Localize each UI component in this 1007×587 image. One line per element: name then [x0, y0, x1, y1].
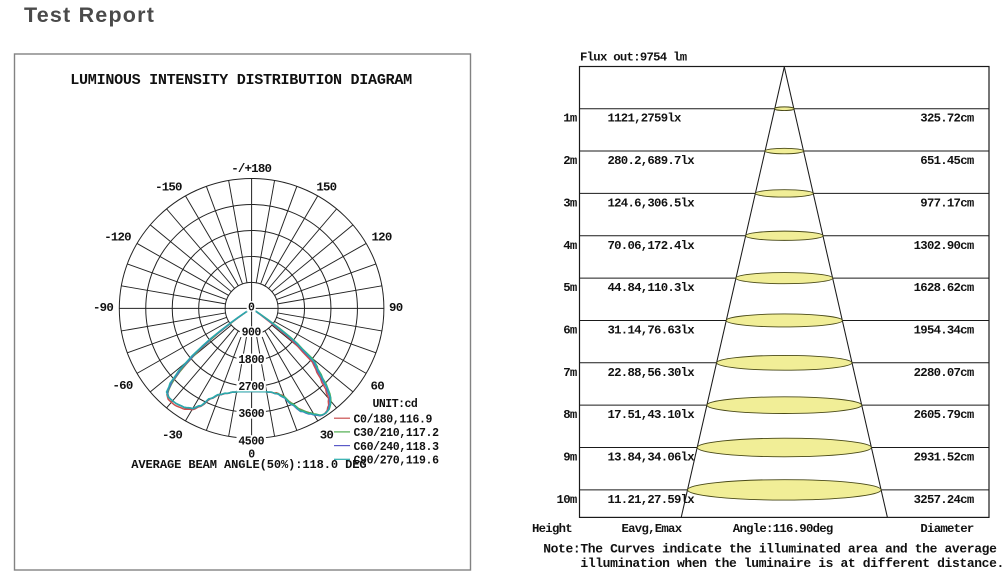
- svg-text:3m: 3m: [563, 196, 577, 210]
- svg-text:C30/210,117.2: C30/210,117.2: [354, 427, 440, 440]
- svg-text:8m: 8m: [563, 408, 577, 422]
- svg-text:C90/270,119.6: C90/270,119.6: [354, 455, 440, 468]
- svg-text:2931.52cm: 2931.52cm: [914, 451, 974, 465]
- svg-text:1800: 1800: [238, 354, 264, 367]
- svg-text:Eavg,Emax: Eavg,Emax: [622, 522, 683, 536]
- svg-text:-60: -60: [113, 379, 133, 393]
- svg-text:7m: 7m: [563, 366, 577, 380]
- svg-text:Diameter: Diameter: [920, 522, 974, 536]
- svg-text:Test Report: Test Report: [24, 3, 155, 27]
- svg-text:1628.62cm: 1628.62cm: [914, 281, 974, 295]
- svg-text:90: 90: [389, 301, 403, 315]
- svg-text:AVERAGE BEAM ANGLE(50%):118.0: AVERAGE BEAM ANGLE(50%):118.0 DEG: [131, 458, 366, 472]
- svg-text:-120: -120: [104, 231, 131, 245]
- svg-text:2700: 2700: [238, 381, 264, 394]
- svg-text:Height: Height: [532, 522, 572, 536]
- svg-text:-150: -150: [155, 181, 182, 195]
- svg-text:60: 60: [371, 379, 385, 393]
- svg-text:-90: -90: [93, 301, 113, 315]
- svg-text:C60/240,118.3: C60/240,118.3: [354, 441, 440, 454]
- svg-text:4500: 4500: [238, 435, 264, 448]
- svg-text:10m: 10m: [557, 493, 577, 507]
- svg-text:3257.24cm: 3257.24cm: [914, 493, 974, 507]
- svg-text:1m: 1m: [563, 112, 577, 126]
- svg-text:LUMINOUS INTENSITY DISTRIBUTIO: LUMINOUS INTENSITY DISTRIBUTION DIAGRAM: [70, 71, 412, 89]
- svg-text:Flux out:9754 lm: Flux out:9754 lm: [580, 51, 687, 65]
- svg-text:120: 120: [372, 231, 392, 245]
- svg-text:1121,2759lx: 1121,2759lx: [608, 112, 682, 126]
- svg-text:2m: 2m: [563, 154, 577, 168]
- svg-text:4m: 4m: [563, 239, 577, 253]
- svg-text:3600: 3600: [238, 408, 264, 421]
- svg-text:900: 900: [242, 327, 262, 340]
- svg-text:2605.79cm: 2605.79cm: [914, 408, 974, 422]
- svg-text:17.51,43.10lx: 17.51,43.10lx: [608, 408, 696, 422]
- svg-text:977.17cm: 977.17cm: [920, 196, 974, 210]
- svg-text:0: 0: [248, 448, 255, 461]
- svg-text:2280.07cm: 2280.07cm: [914, 366, 974, 380]
- svg-text:280.2,689.7lx: 280.2,689.7lx: [608, 154, 696, 168]
- svg-text:6m: 6m: [563, 323, 577, 337]
- svg-text:UNIT:cd: UNIT:cd: [373, 398, 418, 411]
- svg-text:9m: 9m: [563, 451, 577, 465]
- svg-text:11.21,27.59lx: 11.21,27.59lx: [608, 493, 696, 507]
- svg-text:illumination when the luminair: illumination when the luminaire is at di…: [580, 556, 1004, 571]
- svg-text:1954.34cm: 1954.34cm: [914, 323, 974, 337]
- svg-text:70.06,172.4lx: 70.06,172.4lx: [608, 239, 696, 253]
- svg-text:-30: -30: [162, 428, 182, 442]
- svg-text:Angle:116.90deg: Angle:116.90deg: [733, 522, 833, 536]
- svg-text:150: 150: [316, 181, 336, 195]
- svg-text:22.88,56.30lx: 22.88,56.30lx: [608, 366, 696, 380]
- svg-text:0: 0: [248, 301, 255, 314]
- svg-text:31.14,76.63lx: 31.14,76.63lx: [608, 323, 696, 337]
- svg-text:44.84,110.3lx: 44.84,110.3lx: [608, 281, 696, 295]
- svg-text:30: 30: [320, 428, 334, 442]
- svg-text:-/+180: -/+180: [231, 162, 271, 176]
- svg-text:124.6,306.5lx: 124.6,306.5lx: [608, 196, 696, 210]
- svg-text:5m: 5m: [563, 281, 577, 295]
- svg-text:325.72cm: 325.72cm: [920, 112, 974, 126]
- svg-text:C0/180,116.9: C0/180,116.9: [354, 413, 433, 426]
- svg-text:1302.90cm: 1302.90cm: [914, 239, 974, 253]
- svg-text:651.45cm: 651.45cm: [920, 154, 974, 168]
- svg-text:13.84,34.06lx: 13.84,34.06lx: [608, 451, 696, 465]
- svg-text:Note:The Curves indicate the i: Note:The Curves indicate the illuminated…: [543, 542, 997, 557]
